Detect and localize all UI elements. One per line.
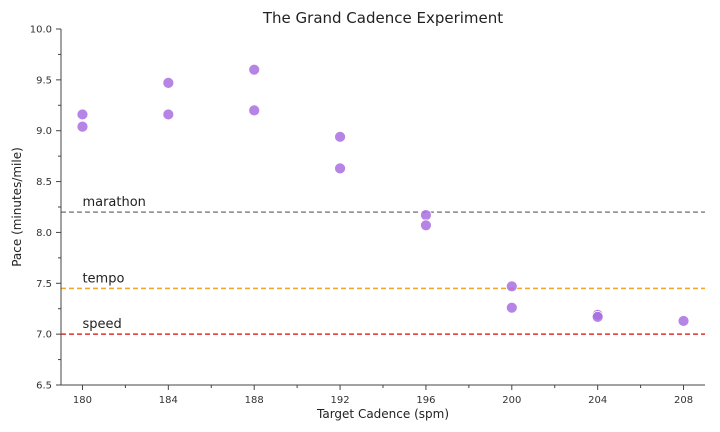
data-point xyxy=(76,120,89,133)
data-point xyxy=(505,280,518,293)
x-ticks: 180 184 188 192 196 200 204 208 xyxy=(73,385,693,406)
data-point xyxy=(420,209,432,222)
y-tick-label: 8.0 xyxy=(36,228,52,239)
y-tick-label: 8.5 xyxy=(36,177,52,188)
y-tick-label: 7.0 xyxy=(36,330,52,341)
reference-label-speed: speed xyxy=(82,317,121,332)
chart-title: The Grand Cadence Experiment xyxy=(262,9,503,27)
x-tick-label: 200 xyxy=(502,395,521,406)
y-tick-label: 10.0 xyxy=(30,25,52,36)
data-point xyxy=(162,77,175,89)
x-axis-label: Target Cadence (spm) xyxy=(316,407,449,421)
data-point xyxy=(162,108,175,121)
reference-label-tempo: tempo xyxy=(82,271,124,286)
x-tick-label: 208 xyxy=(674,395,693,406)
data-point xyxy=(76,108,89,121)
data-points xyxy=(76,63,690,327)
x-tick-label: 196 xyxy=(416,395,435,406)
data-point xyxy=(248,104,261,117)
x-tick-label: 192 xyxy=(331,395,350,406)
data-point xyxy=(505,301,518,314)
x-tick-label: 180 xyxy=(73,395,92,406)
y-ticks: 6.5 7.0 7.5 8.0 8.5 9.0 9.5 10.0 xyxy=(30,25,61,392)
y-tick-label: 7.5 xyxy=(36,279,52,290)
y-axis-label: Pace (minutes/mile) xyxy=(10,147,24,267)
data-point xyxy=(334,130,346,143)
reference-label-marathon: marathon xyxy=(82,195,145,210)
reference-lines: marathon tempo speed xyxy=(61,195,705,335)
data-point xyxy=(420,219,432,232)
x-tick-label: 184 xyxy=(159,395,178,406)
data-point xyxy=(591,310,604,323)
data-point xyxy=(677,315,690,327)
data-point xyxy=(334,162,346,175)
data-point xyxy=(248,63,261,76)
y-tick-label: 9.0 xyxy=(36,126,52,137)
y-tick-label: 9.5 xyxy=(36,75,52,86)
axes xyxy=(60,29,705,386)
y-tick-label: 6.5 xyxy=(36,381,52,392)
x-tick-label: 204 xyxy=(588,395,607,406)
x-tick-label: 188 xyxy=(245,395,264,406)
